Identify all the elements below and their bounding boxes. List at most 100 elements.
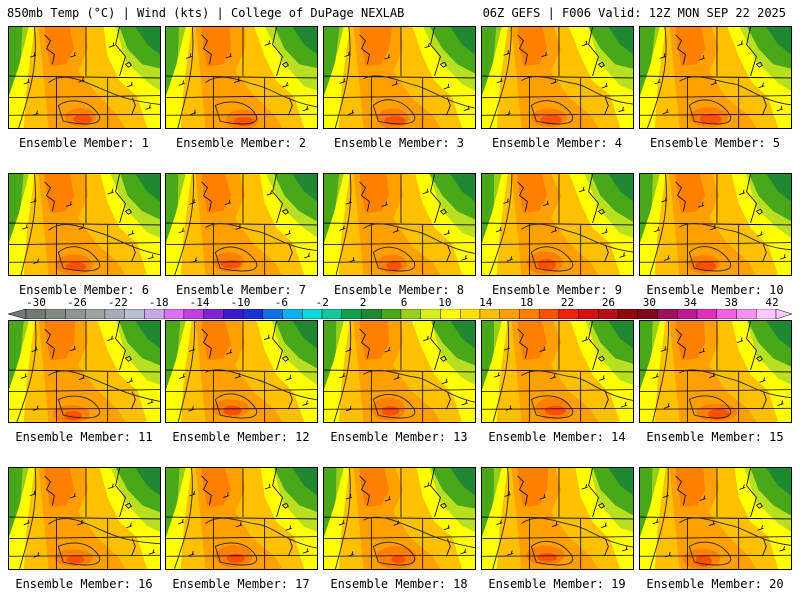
temperature-colorbar [8,309,792,319]
temperature-map [482,321,633,422]
colorbar-cell [499,309,520,319]
colorbar-cell [617,309,639,319]
colorbar-cell [479,309,500,319]
ensemble-member-map [323,173,476,276]
temperature-map [9,468,160,569]
colorbar-tick-label: 38 [724,296,738,309]
temperature-map [324,174,475,275]
colorbar-tick-label: 10 [438,296,452,309]
colorbar-cell [262,309,283,319]
ensemble-member-map [323,320,476,423]
ensemble-member-label: Ensemble Member: 2 [175,136,307,150]
colorbar-left-arrow [8,309,27,319]
temperature-map [9,174,160,275]
ensemble-member-map [639,467,792,570]
colorbar-cell [242,309,264,319]
ensemble-member-map [323,467,476,570]
colorbar-cell [124,309,145,319]
colorbar-cell [381,309,402,319]
ensemble-member-map [639,26,792,129]
colorbar-cell [696,309,717,319]
ensemble-member-label: Ensemble Member: 3 [333,136,465,150]
colorbar-cell [45,309,66,319]
colorbar-cell [440,309,461,319]
colorbar-cell [578,309,599,319]
temperature-map [640,468,791,569]
colorbar-cell [519,309,540,319]
colorbar-tick-label: -30 [26,296,46,309]
colorbar-cell [25,309,46,319]
colorbar-tick-label: 6 [400,296,408,309]
colorbar-tick-label: -6 [274,296,288,309]
temperature-map [482,27,633,128]
ensemble-member-map [165,173,318,276]
temperature-map [324,321,475,422]
colorbar-tick-label: 42 [765,296,779,309]
temperature-map [166,321,317,422]
temperature-map [640,321,791,422]
colorbar-cell [657,309,678,319]
colorbar-cell [460,309,481,319]
colorbar-tick-label: -10 [230,296,251,309]
ensemble-member-label: Ensemble Member: 20 [646,577,784,591]
colorbar-tick-label: 22 [560,296,575,309]
temperature-map [640,174,791,275]
colorbar-tick-label: 26 [601,296,616,309]
colorbar-right-arrow [775,309,792,319]
ensemble-member-label: Ensemble Member: 6 [18,283,150,297]
ensemble-member-map [481,467,634,570]
ensemble-member-label: Ensemble Member: 7 [175,283,307,297]
colorbar-cell [321,309,342,319]
colorbar-tick-label: 14 [479,296,493,309]
ensemble-member-label: Ensemble Member: 16 [15,577,153,591]
colorbar-cell [65,309,86,319]
temperature-map [482,468,633,569]
ensemble-member-label: Ensemble Member: 17 [172,577,310,591]
colorbar-tick-label: 18 [520,296,534,309]
colorbar-cell [420,309,441,319]
ensemble-member-label: Ensemble Member: 11 [15,430,153,444]
colorbar-cell [104,309,125,319]
ensemble-member-map [481,26,634,129]
colorbar-cell [223,309,244,319]
ensemble-member-map [165,320,318,423]
ensemble-member-label: Ensemble Member: 19 [488,577,626,591]
ensemble-member-label: Ensemble Member: 18 [330,577,468,591]
colorbar-cell [282,309,303,319]
ensemble-member-map [8,320,161,423]
colorbar-cell [637,309,658,319]
temperature-map [9,27,160,128]
colorbar-tick-label: 2 [359,296,367,309]
ensemble-member-map [481,320,634,423]
ensemble-member-label: Ensemble Member: 4 [491,136,623,150]
temperature-map [166,468,317,569]
ensemble-member-label: Ensemble Member: 8 [333,283,465,297]
colorbar-cell [538,309,560,319]
map-title-left: 850mb Temp (°C) | Wind (kts) | College o… [7,6,405,20]
colorbar-cell [716,309,737,319]
temperature-map [482,174,633,275]
ensemble-member-map [8,26,161,129]
ensemble-member-label: Ensemble Member: 14 [488,430,626,444]
colorbar-tick-label: -22 [107,296,128,309]
colorbar-cell [400,309,421,319]
colorbar-cell [144,309,165,319]
colorbar-cell [203,309,224,319]
temperature-map [324,27,475,128]
ensemble-member-map [165,26,318,129]
colorbar-tick-label: -26 [66,296,87,309]
ensemble-member-label: Ensemble Member: 10 [646,283,784,297]
ensemble-member-label: Ensemble Member: 9 [491,283,623,297]
colorbar-cell [736,309,757,319]
map-title-right: 06Z GEFS | F006 Valid: 12Z MON SEP 22 20… [482,6,786,20]
ensemble-member-label: Ensemble Member: 1 [18,136,150,150]
ensemble-member-label: Ensemble Member: 5 [649,136,781,150]
colorbar-cell [677,309,698,319]
ensemble-member-map [639,320,792,423]
temperature-map [166,174,317,275]
colorbar-cell [361,309,382,319]
ensemble-member-label: Ensemble Member: 13 [330,430,468,444]
colorbar-cell [302,309,323,319]
colorbar-tick-label: 34 [683,296,697,309]
colorbar-tick-label: -14 [189,296,210,309]
